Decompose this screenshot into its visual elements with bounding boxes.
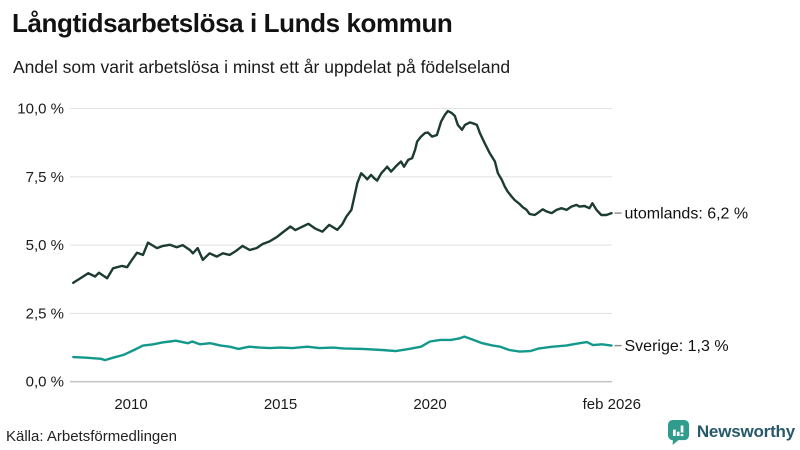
chart-title: Långtidsarbetslösa i Lunds kommun: [12, 8, 453, 38]
icon-bar-1: [672, 429, 676, 436]
x-tick-label: feb 2026: [583, 396, 641, 413]
x-tick-label: 2015: [264, 396, 297, 413]
x-tick-label: 2020: [413, 396, 446, 413]
icon-bar-2: [676, 431, 680, 436]
y-tick-label: 7,5 %: [26, 169, 64, 186]
newsworthy-logo: Newsworthy: [667, 419, 795, 445]
icon-exclamation-dot: [680, 434, 684, 437]
newsworthy-wordmark: Newsworthy: [696, 422, 795, 441]
y-tick-label: 0,0 %: [26, 374, 64, 391]
series-end-label-utomlands: utomlands: 6,2 %: [625, 206, 749, 223]
chart-subtitle: Andel som varit arbetslösa i minst ett å…: [13, 57, 511, 77]
icon-bubble-tail: [672, 438, 679, 445]
source-attribution: Källa: Arbetsförmedlingen: [6, 428, 177, 445]
y-tick-label: 10,0 %: [17, 101, 64, 118]
icon-bar-3: [680, 425, 684, 433]
newsworthy-bar-chart-bubble-icon: [667, 420, 689, 445]
x-tick-label: 2010: [114, 396, 147, 413]
series-line-sverige: [72, 335, 613, 362]
y-tick-label: 5,0 %: [26, 237, 64, 254]
series-end-label-sverige: Sverige: 1,3 %: [625, 338, 729, 355]
icon-bubble: [667, 420, 689, 441]
y-tick-label: 2,5 %: [26, 305, 64, 322]
series-line-utomlands: [72, 109, 613, 284]
